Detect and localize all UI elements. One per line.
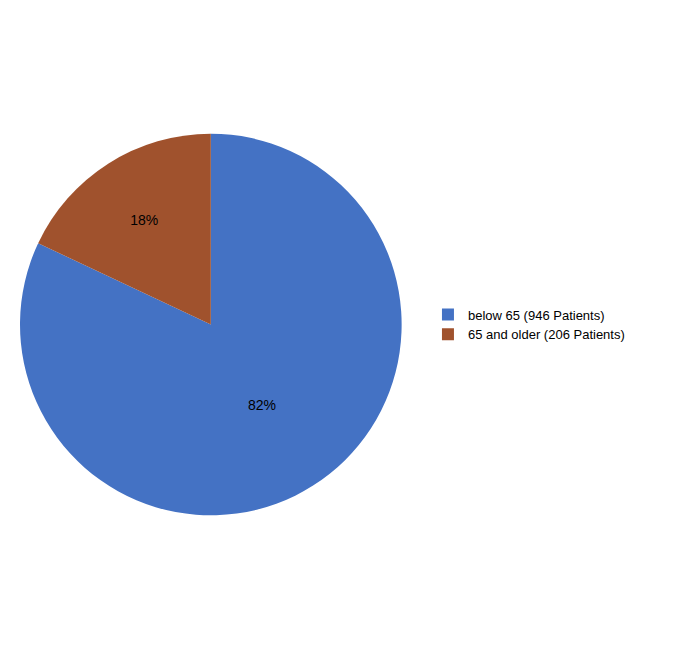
svg-text:65 and older (206 Patients): 65 and older (206 Patients): [468, 327, 625, 342]
svg-text:below 65 (946 Patients): below 65 (946 Patients): [468, 308, 605, 323]
svg-text:82%: 82%: [248, 397, 276, 413]
svg-text:18%: 18%: [130, 212, 158, 228]
